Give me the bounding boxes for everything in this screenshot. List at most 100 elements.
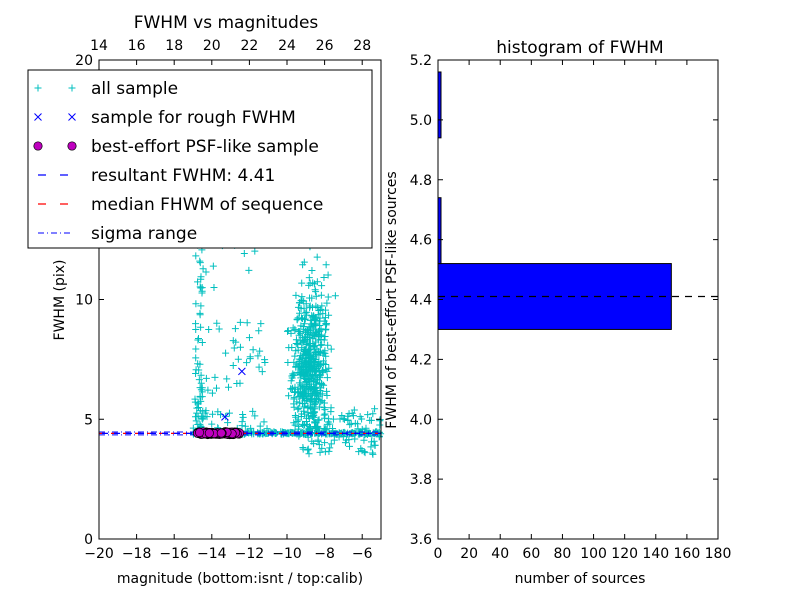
all-sample-point	[306, 304, 314, 312]
all-sample-point	[318, 390, 326, 398]
all-sample-point	[321, 439, 329, 447]
all-sample-point	[300, 348, 308, 356]
all-sample-point	[197, 323, 205, 331]
all-sample-point	[297, 366, 305, 374]
all-sample-point	[303, 308, 311, 316]
all-sample-point	[305, 342, 313, 350]
y-tick-label: 3.8	[410, 472, 432, 488]
all-sample-point	[316, 448, 324, 456]
all-sample-point	[222, 349, 230, 357]
all-sample-point	[290, 394, 298, 402]
all-sample-point	[321, 406, 329, 414]
all-sample-point	[322, 261, 330, 269]
all-sample-point	[256, 347, 264, 355]
left-title: FWHM vs magnitudes	[134, 13, 319, 33]
all-sample-point	[197, 302, 205, 310]
all-sample-point	[295, 299, 303, 307]
all-sample-point	[291, 412, 299, 420]
right-x-axis-label: number of sources	[515, 571, 646, 587]
all-sample-point	[324, 271, 332, 279]
all-sample-point	[321, 349, 329, 357]
all-sample-point	[284, 358, 292, 366]
all-sample-point	[285, 429, 293, 437]
rough-sample-point	[238, 367, 246, 376]
all-sample-point	[327, 345, 335, 353]
all-sample-point	[246, 353, 254, 361]
all-sample-point	[307, 384, 315, 392]
all-sample-point	[229, 362, 237, 370]
all-sample-point	[251, 247, 259, 255]
all-sample-point	[192, 252, 200, 260]
all-sample-point	[311, 418, 319, 426]
all-sample-point	[300, 304, 308, 312]
rough-sample-points	[221, 367, 246, 421]
x-tick-label: 100	[580, 546, 607, 562]
x-tick-label: 140	[642, 546, 669, 562]
all-sample-point	[318, 397, 326, 405]
all-sample-point	[313, 253, 321, 261]
all-sample-point	[322, 360, 330, 368]
all-sample-point	[312, 399, 320, 407]
all-sample-point	[291, 388, 299, 396]
top-x-tick-label: 26	[316, 38, 334, 54]
all-sample-point	[198, 393, 206, 401]
all-sample-point	[310, 312, 318, 320]
all-sample-point	[346, 421, 354, 429]
all-sample-point	[298, 279, 306, 287]
all-sample-point	[306, 345, 314, 353]
all-sample-point	[306, 294, 314, 302]
all-sample-point	[318, 282, 326, 290]
all-sample-point	[192, 417, 200, 425]
all-sample-point	[364, 411, 372, 419]
all-sample-point	[202, 374, 210, 382]
all-sample-point	[194, 278, 202, 286]
all-sample-point	[311, 329, 319, 337]
x-tick-label: −8	[314, 546, 335, 562]
all-sample-point	[305, 274, 313, 282]
all-sample-point	[310, 343, 318, 351]
all-sample-point	[308, 266, 316, 274]
all-sample-point	[289, 371, 297, 379]
all-sample-point	[249, 407, 257, 415]
all-sample-point	[292, 339, 300, 347]
legend-label: sample for rough FWHM	[91, 108, 296, 128]
all-sample-point	[199, 265, 207, 273]
all-sample-point	[354, 425, 362, 433]
all-sample-point	[318, 341, 326, 349]
histogram-bars	[437, 71, 718, 330]
all-sample-point	[295, 404, 303, 412]
y-tick-label: 5.0	[410, 113, 432, 129]
all-sample-point	[300, 422, 308, 430]
all-sample-point	[294, 346, 302, 354]
all-sample-point	[285, 344, 293, 352]
top-x-tick-label: 20	[203, 38, 221, 54]
all-sample-point	[194, 360, 202, 368]
x-tick-label: 120	[611, 546, 638, 562]
all-sample-point	[289, 384, 297, 392]
all-sample-point	[307, 391, 315, 399]
all-sample-point	[295, 369, 303, 377]
all-sample-point	[323, 420, 331, 428]
all-sample-point	[342, 436, 350, 444]
all-sample-point	[296, 352, 304, 360]
all-sample-point	[194, 336, 202, 344]
x-tick-label: −18	[122, 546, 152, 562]
top-x-tick-label: 18	[165, 38, 183, 54]
top-x-tick-label: 22	[240, 38, 258, 54]
y-tick-label: 5.2	[410, 53, 432, 69]
y-tick-label: 4.6	[410, 233, 432, 249]
x-tick-label: −6	[352, 546, 373, 562]
all-sample-point	[290, 358, 298, 366]
x-tick-label: 160	[674, 546, 701, 562]
all-sample-point	[223, 375, 231, 383]
all-sample-point	[371, 405, 379, 413]
all-sample-point	[307, 405, 315, 413]
all-sample-point	[306, 351, 314, 359]
all-sample-point	[312, 372, 320, 380]
all-sample-point	[305, 358, 313, 366]
y-tick-label: 4.2	[410, 352, 432, 368]
all-sample-point	[292, 291, 300, 299]
x-tick-label: 0	[434, 546, 443, 562]
all-sample-point	[320, 274, 328, 282]
